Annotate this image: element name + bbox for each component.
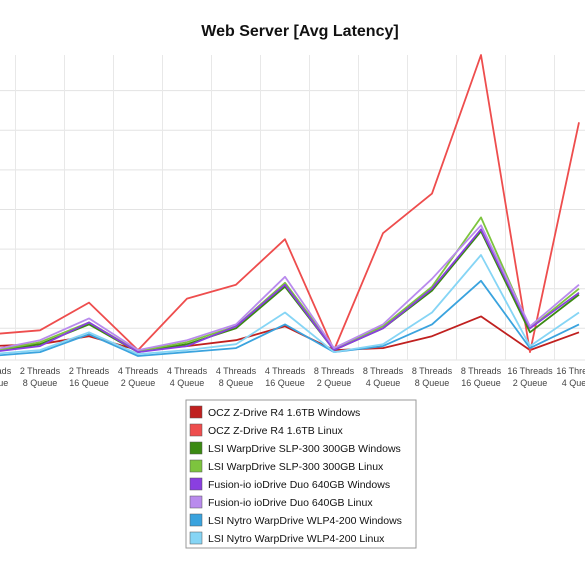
legend-label-6: LSI Nytro WarpDrive WLP4-200 Windows [208, 515, 402, 527]
legend-swatch-5 [189, 495, 203, 509]
legend-swatch-3 [189, 459, 203, 473]
x-tick-label-0-1: 1 Queue [0, 378, 8, 388]
series-line-6 [0, 279, 580, 357]
x-tick-label-8-0: 8 Threads [363, 366, 404, 376]
chart-title: Web Server [Avg Latency] [201, 23, 398, 40]
legend-swatch-7 [189, 531, 203, 545]
x-tick-label-0-0: 1 Threads [0, 366, 12, 376]
x-tick-label-5-1: 8 Queue [219, 378, 254, 388]
legend-label-1: OCZ Z-Drive R4 1.6TB Linux [208, 425, 344, 437]
x-tick-label-12-0: 16 Threads [556, 366, 585, 376]
legend-label-5: Fusion-io ioDrive Duo 640GB Linux [208, 497, 373, 509]
x-tick-label-3-1: 2 Queue [121, 378, 156, 388]
x-tick-label-10-1: 16 Queue [461, 378, 501, 388]
x-axis-ticks: 1 Threads 1 Queue 2 Threads 8 Queue 2 Thread… [0, 366, 585, 388]
legend-swatch-2 [189, 441, 203, 455]
legend-label-3: LSI WarpDrive SLP-300 300GB Linux [208, 461, 384, 473]
series-lines [0, 54, 580, 357]
x-tick-label-11-1: 2 Queue [513, 378, 548, 388]
x-tick-label-3-0: 4 Threads [118, 366, 159, 376]
x-tick-label-6-0: 4 Threads [265, 366, 306, 376]
legend-label-2: LSI WarpDrive SLP-300 300GB Windows [208, 443, 401, 455]
legend-swatch-0 [189, 405, 203, 419]
legend-label-4: Fusion-io ioDrive Duo 640GB Windows [208, 479, 390, 491]
legend-box [185, 399, 417, 549]
series-line-7 [0, 254, 580, 356]
x-tick-label-9-0: 8 Threads [412, 366, 453, 376]
x-tick-label-5-0: 4 Threads [216, 366, 257, 376]
x-tick-label-1-1: 8 Queue [23, 378, 58, 388]
legend-swatch-6 [189, 513, 203, 527]
series-line-5 [0, 224, 580, 352]
x-tick-label-6-1: 16 Queue [265, 378, 305, 388]
grid [0, 55, 585, 361]
x-tick-label-2-1: 16 Queue [69, 378, 109, 388]
legend-label-0: OCZ Z-Drive R4 1.6TB Windows [208, 407, 360, 419]
x-tick-label-2-0: 2 Threads [69, 366, 110, 376]
legend-swatch-1 [189, 423, 203, 437]
series-line-1 [0, 54, 580, 354]
legend-swatch-4 [189, 477, 203, 491]
legend: OCZ Z-Drive R4 1.6TB Windows OCZ Z-Drive … [185, 399, 417, 549]
x-tick-label-12-1: 4 Queue [562, 378, 585, 388]
legend-label-7: LSI Nytro WarpDrive WLP4-200 Linux [208, 533, 385, 545]
x-tick-label-9-1: 8 Queue [415, 378, 450, 388]
series-line-4 [0, 228, 580, 354]
x-tick-label-7-0: 8 Threads [314, 366, 355, 376]
x-tick-label-1-0: 2 Threads [20, 366, 61, 376]
x-tick-label-7-1: 2 Queue [317, 378, 352, 388]
x-tick-label-8-1: 4 Queue [366, 378, 401, 388]
x-tick-label-4-0: 4 Threads [167, 366, 208, 376]
x-tick-label-11-0: 16 Threads [507, 366, 553, 376]
x-tick-label-4-1: 4 Queue [170, 378, 205, 388]
series-line-0 [0, 315, 580, 352]
x-tick-label-10-0: 8 Threads [461, 366, 502, 376]
